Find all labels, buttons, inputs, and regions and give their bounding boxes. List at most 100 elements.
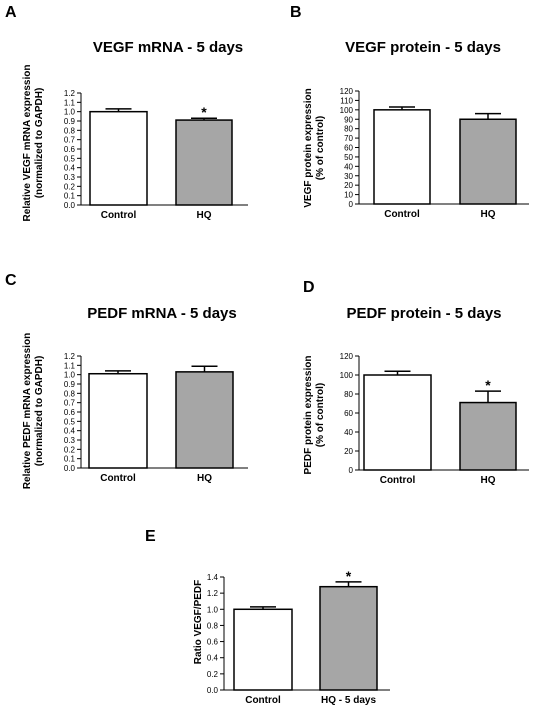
- bar-hq: [175, 371, 234, 469]
- y-tick-label: 20: [344, 181, 353, 190]
- panel-c: C PEDF mRNA - 5 days Relative PEDF mRNA ex…: [5, 272, 248, 489]
- y-tick-label: 20: [344, 447, 353, 456]
- y-tick-label: 60: [344, 409, 353, 418]
- bar-control: [373, 109, 431, 205]
- category-label: HQ: [197, 473, 212, 484]
- category-label: HQ - 5 days: [321, 695, 376, 706]
- panel-letter: E: [145, 528, 156, 545]
- y-tick-label: 10: [344, 191, 353, 200]
- chart-title: VEGF protein - 5 days: [345, 39, 501, 56]
- bar-control: [88, 372, 148, 469]
- y-tick-label: 0.7: [64, 399, 76, 408]
- y-tick-label: 0.8: [64, 389, 76, 398]
- y-tick-label: 0.0: [207, 686, 219, 695]
- y-axis-label-line: (% of control): [315, 383, 326, 447]
- bar-hq: [459, 401, 517, 471]
- y-tick-label: 80: [344, 390, 353, 399]
- y-tick-label: 0.2: [64, 445, 76, 454]
- y-tick-label: 0.5: [64, 154, 76, 163]
- bar-control: [363, 374, 432, 471]
- y-tick-label: 0.3: [64, 436, 76, 445]
- significance-marker: *: [201, 104, 207, 120]
- panel-letter: D: [303, 279, 315, 296]
- y-tick-label: 50: [344, 153, 353, 162]
- y-tick-label: 1.0: [64, 108, 76, 117]
- panel-e: E Ratio VEGF/PEDF Control * HQ - 5 days 0.0 0.…: [145, 528, 390, 706]
- y-axis-label-line: PEDF protein expression: [303, 356, 314, 475]
- significance-marker: *: [346, 568, 352, 584]
- y-axis-label: PEDF protein expression (% of control): [303, 356, 326, 475]
- bar-control: [233, 608, 293, 691]
- y-tick-label: 0.8: [64, 126, 76, 135]
- y-tick-label: 0.9: [64, 117, 76, 126]
- category-label: HQ: [481, 209, 496, 220]
- y-tick-label: 0.6: [64, 145, 76, 154]
- y-tick-label: 0.1: [64, 192, 76, 201]
- y-axis-label-line: (normalized to GAPDH): [34, 356, 45, 467]
- y-tick-label: 120: [340, 352, 354, 361]
- y-axis-label: Ratio VEGF/PEDF: [193, 580, 204, 664]
- y-tick-label: 1.1: [64, 98, 76, 107]
- y-tick-label: 1.2: [64, 352, 76, 361]
- panel-b: B VEGF protein - 5 days VEGF protein expre…: [290, 4, 529, 220]
- y-tick-label: 0.9: [64, 380, 76, 389]
- y-tick-label: 0: [349, 200, 354, 209]
- y-tick-label: 1.4: [207, 573, 219, 582]
- y-tick-label: 40: [344, 162, 353, 171]
- y-tick-label: 1.2: [64, 89, 76, 98]
- y-tick-label: 110: [340, 96, 353, 105]
- y-tick-label: 30: [344, 172, 353, 181]
- y-tick-label: 0.3: [64, 173, 76, 182]
- category-label: HQ: [197, 210, 212, 221]
- panel-d: D PEDF protein - 5 days PEDF protein expre…: [303, 279, 529, 486]
- y-tick-label: 90: [344, 115, 353, 124]
- y-tick-label: 0.2: [64, 182, 76, 191]
- y-tick-label: 120: [340, 87, 354, 96]
- y-axis-label: Relative VEGF mRNA expression (normalized…: [22, 65, 45, 222]
- y-tick-label: 1.1: [64, 361, 76, 370]
- y-tick-label: 0.4: [207, 654, 219, 663]
- y-tick-label: 0.0: [64, 201, 76, 210]
- panel-letter: B: [290, 4, 302, 21]
- panel-letter: A: [5, 4, 17, 21]
- y-tick-label: 1.0: [64, 371, 76, 380]
- category-label: Control: [384, 209, 420, 220]
- y-tick-label: 0.2: [207, 670, 219, 679]
- y-tick-label: 0.6: [207, 638, 219, 647]
- panel-letter: C: [5, 272, 17, 289]
- y-axis-label-line: Relative VEGF mRNA expression: [22, 65, 33, 222]
- y-axis-label: Relative PEDF mRNA expression (normalized…: [22, 333, 45, 489]
- y-tick-label: 1.2: [207, 589, 219, 598]
- category-label: HQ: [481, 475, 496, 486]
- y-tick-label: 0.1: [64, 455, 76, 464]
- y-tick-label: 1.0: [207, 605, 219, 614]
- y-tick-label: 40: [344, 428, 353, 437]
- significance-marker: *: [485, 377, 491, 393]
- category-label: Control: [245, 695, 281, 706]
- chart-title: PEDF mRNA - 5 days: [87, 305, 236, 322]
- y-tick-label: 0: [349, 466, 354, 475]
- y-axis-label-line: (% of control): [315, 116, 326, 180]
- y-tick-label: 0.4: [64, 164, 76, 173]
- y-tick-label: 0.8: [207, 621, 219, 630]
- y-tick-label: 100: [340, 106, 354, 115]
- y-axis-label: VEGF protein expression (% of control): [303, 88, 326, 207]
- y-tick-label: 80: [344, 125, 353, 134]
- y-tick-label: 0.6: [64, 408, 76, 417]
- y-tick-label: 60: [344, 144, 353, 153]
- y-axis-label-line: VEGF protein expression: [303, 88, 314, 207]
- bar-hq---5-days: [319, 585, 378, 691]
- y-axis-label-line: Relative PEDF mRNA expression: [22, 333, 33, 489]
- y-tick-label: 0.5: [64, 417, 76, 426]
- chart-title: VEGF mRNA - 5 days: [93, 39, 243, 56]
- y-tick-label: 70: [344, 134, 353, 143]
- bar-hq: [459, 118, 517, 205]
- category-label: Control: [100, 473, 136, 484]
- bar-control: [89, 110, 148, 206]
- category-label: Control: [380, 475, 416, 486]
- y-tick-label: 100: [340, 371, 354, 380]
- y-axis-label-line: Ratio VEGF/PEDF: [193, 580, 204, 664]
- chart-title: PEDF protein - 5 days: [346, 305, 501, 322]
- panel-a: A VEGF mRNA - 5 days Relative VEGF mRNA ex…: [5, 4, 248, 221]
